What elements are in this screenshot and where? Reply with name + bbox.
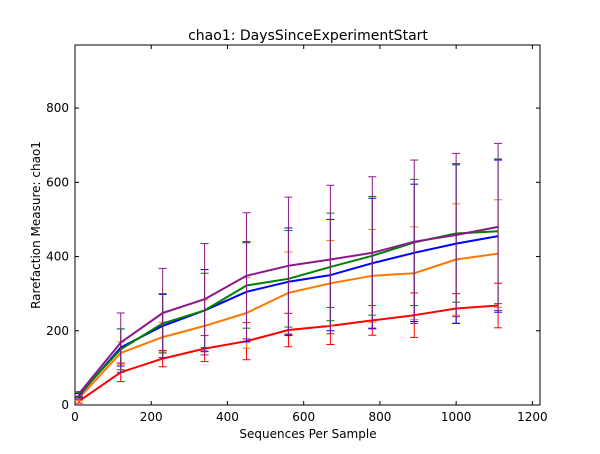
x-tick-label: 1000 <box>441 410 472 424</box>
plot-frame <box>74 44 541 406</box>
x-axis-label: Sequences Per Sample <box>239 427 376 441</box>
y-tick-label: 200 <box>46 324 69 338</box>
y-tick-label: 0 <box>61 398 69 412</box>
x-tick-label: 800 <box>368 410 391 424</box>
chart-title: chao1: DaysSinceExperimentStart <box>188 28 428 44</box>
y-axis-label: Rarefaction Measure: chao1 <box>29 141 43 309</box>
y-tick-label: 400 <box>46 250 69 264</box>
x-tick-label: 600 <box>292 410 315 424</box>
series-line <box>78 225 499 395</box>
x-tick-label: 0 <box>71 410 79 424</box>
x-tick-label: 1200 <box>517 410 548 424</box>
series-5 <box>74 142 503 397</box>
y-tick-label: 800 <box>46 101 69 115</box>
plot-area: 0 200 400 600 800 1000 1200 0 200 400 600 800 <box>46 44 548 424</box>
x-tick-label: 200 <box>140 410 163 424</box>
y-tick-label: 600 <box>46 175 69 189</box>
x-tick-label: 400 <box>216 410 239 424</box>
